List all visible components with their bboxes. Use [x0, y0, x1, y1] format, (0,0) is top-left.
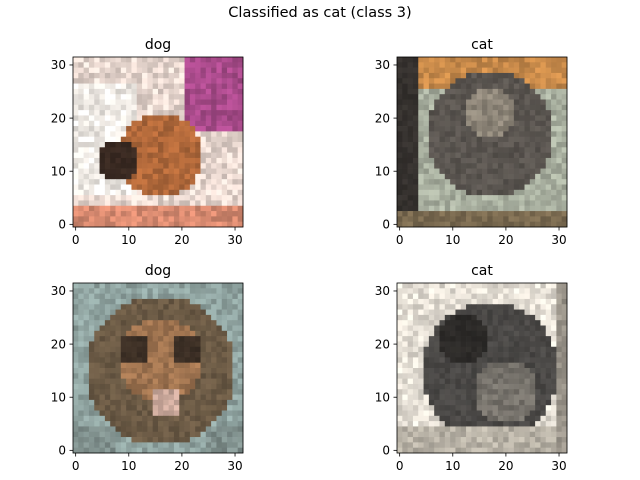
- subplot-title: dog: [145, 37, 171, 53]
- y-tick-label: 20: [51, 337, 66, 351]
- subplot-3: dog 0 10 20 30 0 10 20 30: [51, 263, 244, 473]
- y-tick-label: 20: [375, 337, 390, 351]
- x-tick-label: 10: [445, 233, 460, 247]
- x-tick-label: 10: [121, 233, 136, 247]
- x-tick-label: 30: [551, 233, 566, 247]
- figure-suptitle: Classified as cat (class 3): [228, 5, 411, 21]
- y-tick-label: 0: [58, 218, 66, 232]
- subplot-2: cat 0 10 20 30 0 10 20 30: [375, 37, 568, 247]
- x-tick-label: 20: [498, 459, 513, 473]
- y-tick-label: 10: [51, 390, 66, 404]
- y-tick-label: 10: [51, 164, 66, 178]
- y-tick-label: 30: [375, 58, 390, 72]
- x-tick-label: 30: [227, 459, 242, 473]
- x-tick-label: 20: [174, 233, 189, 247]
- x-tick-label: 0: [72, 459, 80, 473]
- cat-image: [397, 57, 568, 228]
- y-tick-label: 0: [58, 444, 66, 458]
- axes-frame: [72, 56, 244, 228]
- axes-frame: [72, 282, 244, 454]
- axes-frame: [396, 56, 568, 228]
- x-tick-label: 30: [551, 459, 566, 473]
- x-tick-label: 20: [174, 459, 189, 473]
- subplot-title: cat: [471, 263, 493, 279]
- x-tick-label: 10: [445, 459, 460, 473]
- dog-image: [73, 57, 244, 228]
- cat-image: [397, 283, 568, 454]
- y-tick-label: 0: [382, 218, 390, 232]
- x-tick-label: 0: [72, 233, 80, 247]
- y-tick-label: 30: [51, 58, 66, 72]
- y-tick-label: 20: [51, 111, 66, 125]
- y-tick-label: 30: [51, 284, 66, 298]
- subplot-4: cat 0 10 20 30 0 10 20 30: [375, 263, 568, 473]
- x-tick-label: 0: [396, 233, 404, 247]
- y-tick-label: 20: [375, 111, 390, 125]
- x-tick-label: 30: [227, 233, 242, 247]
- cat-image: [73, 283, 244, 454]
- x-tick-label: 0: [396, 459, 404, 473]
- subplot-title: dog: [145, 263, 171, 279]
- x-tick-label: 10: [121, 459, 136, 473]
- subplot-title: cat: [471, 37, 493, 53]
- y-tick-label: 0: [382, 444, 390, 458]
- subplot-1: dog 0 10 20 30 0 10 20 30: [51, 37, 244, 247]
- axes-frame: [396, 282, 568, 454]
- x-tick-label: 20: [498, 233, 513, 247]
- y-tick-label: 30: [375, 284, 390, 298]
- y-tick-label: 10: [375, 390, 390, 404]
- y-tick-label: 10: [375, 164, 390, 178]
